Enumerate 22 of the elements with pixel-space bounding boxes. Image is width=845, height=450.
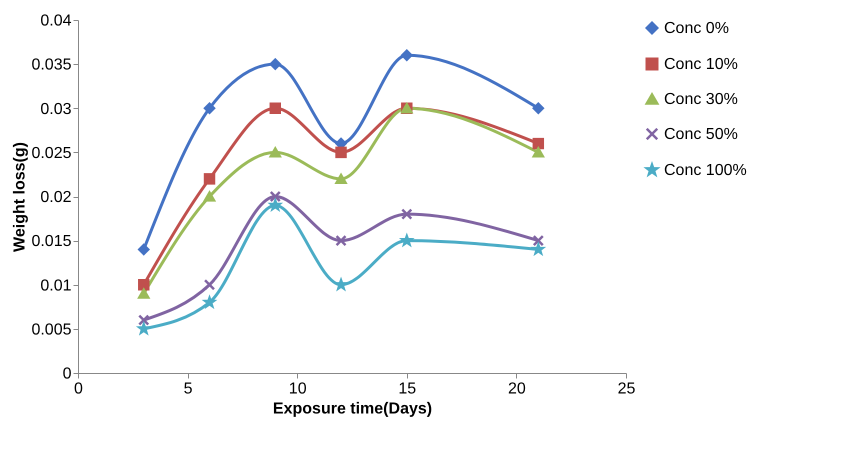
legend-label: Conc 10% [664, 56, 738, 73]
y-tick-label: 0.04 [40, 12, 72, 30]
y-tick-label: 0.02 [40, 189, 72, 206]
x-tick-label: 0 [74, 380, 84, 398]
x-tick-label: 5 [184, 380, 193, 398]
y-tick-label: 0.01 [40, 277, 72, 294]
x-tick-label: 25 [618, 380, 636, 398]
y-tick-label: 0.035 [31, 56, 72, 74]
y-tick-label: 0.03 [40, 100, 72, 118]
y-tick-label: 0 [62, 366, 72, 382]
x-axis-title: Exposure time(Days) [272, 400, 432, 418]
y-axis-title: Weight loss(g) [11, 142, 28, 252]
x-tick-label: 10 [288, 380, 307, 398]
legend-label: Conc 30% [664, 91, 738, 108]
y-tick-label: 0.005 [31, 321, 72, 338]
y-tick-label: 0.025 [31, 144, 72, 162]
y-tick-label: 0.015 [31, 233, 72, 250]
legend-label: Conc 100% [664, 162, 747, 179]
x-tick-label: 20 [508, 380, 526, 398]
x-tick-label: 15 [398, 380, 416, 398]
legend-label: Conc 0% [664, 20, 729, 37]
legend-label: Conc 50% [664, 126, 738, 143]
